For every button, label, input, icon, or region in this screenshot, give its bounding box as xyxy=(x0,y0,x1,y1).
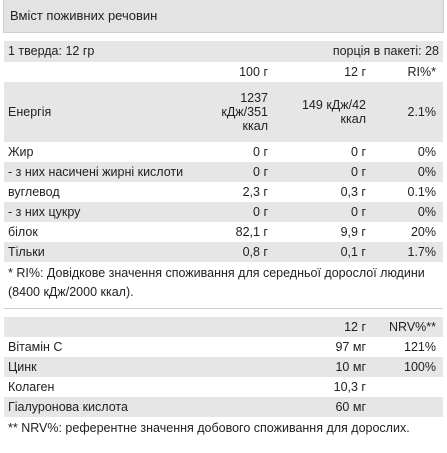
table-row: Енергія 1237 кДж/351 ккал 149 кДж/42 ккал 2… xyxy=(4,82,443,142)
serving-row: 1 тверда: 12 гр порція в пакеті: 28 xyxy=(4,41,443,62)
row-label: - з них насичені жирні кислоти xyxy=(8,165,184,179)
cell-value: 20% xyxy=(410,225,436,239)
header-cell xyxy=(4,71,204,73)
row-label: Вітамін С xyxy=(8,340,63,354)
cell-value: 2.1% xyxy=(407,105,437,119)
header-row: 12 г NRV%** xyxy=(4,317,443,337)
table-row: білок 82,1 г 9,9 г 20% xyxy=(4,222,443,242)
header-cell xyxy=(4,326,204,328)
row-label: Жир xyxy=(8,145,34,159)
cell-value: 2,3 г xyxy=(242,185,268,199)
table-row: - з них насичені жирні кислоти 0 г 0 г 0% xyxy=(4,162,443,182)
row-label: Тільки xyxy=(8,245,45,259)
table-row: Тільки 0,8 г 0,1 г 1.7% xyxy=(4,242,443,262)
table-row: Цинк 10 мг 100% xyxy=(4,357,443,377)
row-label: вуглевод xyxy=(8,185,60,199)
cell-value: 0 г xyxy=(253,165,268,179)
cell-value: 0 г xyxy=(351,165,366,179)
row-label: Гіалуронова кислота xyxy=(8,400,128,414)
cell-value: 0% xyxy=(417,145,436,159)
row-label: Колаген xyxy=(8,380,55,394)
table-row: Вітамін С 97 мг 121% xyxy=(4,337,443,357)
cell-value: 1237 кДж/351 ккал xyxy=(221,91,268,133)
row-label: Цинк xyxy=(8,360,37,374)
serving-per-pack: порція в пакеті: 28 xyxy=(332,44,439,58)
cell-value: 0,8 г xyxy=(242,245,268,259)
serving-size: 1 тверда: 12 гр xyxy=(8,44,95,58)
cell-value: 1.7% xyxy=(407,245,437,259)
cell-value xyxy=(370,386,440,388)
cell-value: 0 г xyxy=(351,205,366,219)
cell-value xyxy=(370,406,440,408)
cell-value: 121% xyxy=(404,340,436,354)
table-row: Колаген 10,3 г xyxy=(4,377,443,397)
cell-value: 97 мг xyxy=(335,340,366,354)
row-label: - з них цукру xyxy=(8,205,81,219)
cell-value: 9,9 г xyxy=(340,225,366,239)
header-cell: 12 г xyxy=(344,65,366,79)
cell-value: 0.1% xyxy=(407,185,437,199)
cell-value: 0,1 г xyxy=(340,245,366,259)
cell-value: 0,3 г xyxy=(340,185,366,199)
vitamin-table: 12 г NRV%** Вітамін С 97 мг 121% Цинк 10 мг 100… xyxy=(0,317,447,417)
row-label: Енергія xyxy=(8,105,52,119)
cell-value: 82,1 г xyxy=(235,225,268,239)
table-row: - з них цукру 0 г 0 г 0% xyxy=(4,202,443,222)
header-cell: RI%* xyxy=(407,65,436,79)
cell-value: 0 г xyxy=(351,145,366,159)
cell-value: 0 г xyxy=(253,145,268,159)
header-cell: 100 г xyxy=(239,65,268,79)
cell-value: 10,3 г xyxy=(333,380,366,394)
row-label: білок xyxy=(8,225,38,239)
footnote: * RI%: Довідкове значення споживання для… xyxy=(8,266,425,299)
cell-value: 0% xyxy=(417,205,436,219)
table-row: Жир 0 г 0 г 0% xyxy=(4,142,443,162)
title: Вміст поживних речовин xyxy=(3,0,444,33)
nutrition-table: 100 г 12 г RI%* Енергія 1237 кДж/351 ккал 149… xyxy=(0,62,447,262)
table-row: Гіалуронова кислота 60 мг xyxy=(4,397,443,417)
cell-value: 60 мг xyxy=(335,400,366,414)
cell-value: 0% xyxy=(417,165,436,179)
cell-value: 10 мг xyxy=(335,360,366,374)
cell-value: 0 г xyxy=(253,205,268,219)
cell-value: 100% xyxy=(404,360,436,374)
footnote: ** NRV%: референтне значення добового сп… xyxy=(8,421,410,435)
cell-value: 149 кДж/42 ккал xyxy=(301,98,366,126)
table-row: вуглевод 2,3 г 0,3 г 0.1% xyxy=(4,182,443,202)
header-cell: NRV%** xyxy=(388,320,436,334)
header-row: 100 г 12 г RI%* xyxy=(4,62,443,82)
separator xyxy=(4,308,443,309)
header-cell: 12 г xyxy=(344,320,366,334)
